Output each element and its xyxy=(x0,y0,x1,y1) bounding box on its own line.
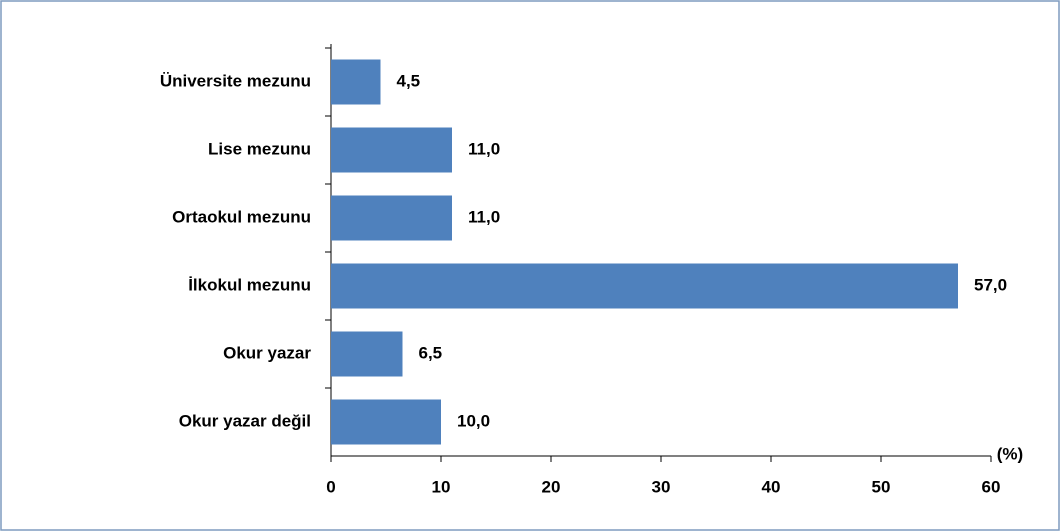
bar xyxy=(331,263,958,309)
x-tick-label: 40 xyxy=(762,477,781,496)
bar xyxy=(331,59,381,105)
x-tick-label: 0 xyxy=(326,477,335,496)
y-tick-label: Üniversite mezunu xyxy=(160,71,311,90)
y-tick-label: Okur yazar xyxy=(223,343,311,362)
value-label: 4,5 xyxy=(397,71,421,90)
x-tick-label: 20 xyxy=(542,477,561,496)
y-tick-label: Okur yazar değil xyxy=(179,411,311,430)
bar xyxy=(331,331,403,377)
bar xyxy=(331,127,452,173)
x-tick-label: 10 xyxy=(432,477,451,496)
x-tick-label: 30 xyxy=(652,477,671,496)
x-tick-label: 60 xyxy=(982,477,1001,496)
y-tick-label: Ortaokul mezunu xyxy=(172,207,311,226)
x-tick-label: 50 xyxy=(872,477,891,496)
value-label: 11,0 xyxy=(468,139,500,158)
x-axis-label: (%) xyxy=(997,444,1023,463)
value-label: 57,0 xyxy=(974,275,1007,294)
value-label: 10,0 xyxy=(457,411,490,430)
y-tick-label: Lise mezunu xyxy=(208,139,311,158)
bar xyxy=(331,399,441,445)
y-tick-label: İlkokul mezunu xyxy=(188,275,311,294)
value-label: 6,5 xyxy=(419,343,443,362)
value-label: 11,0 xyxy=(468,207,500,226)
bar xyxy=(331,195,452,241)
